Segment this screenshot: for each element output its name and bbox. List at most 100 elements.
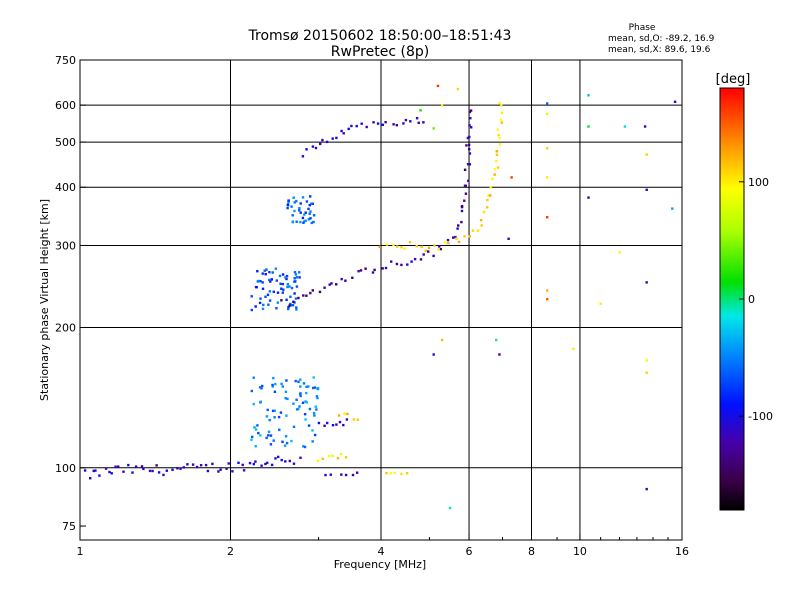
echo-point	[302, 294, 305, 297]
echo-point	[297, 407, 300, 411]
echo-point	[364, 267, 367, 270]
echo-point	[482, 210, 486, 214]
echo-point	[546, 102, 549, 105]
echo-point	[308, 212, 311, 215]
phase-stats-o: mean, sd,O: -89.2, 16.9	[608, 34, 715, 44]
echo-point	[438, 245, 441, 248]
echo-point	[432, 254, 435, 258]
echo-point	[310, 221, 313, 225]
echo-point	[360, 122, 363, 125]
echo-point	[305, 385, 308, 388]
echo-point	[273, 416, 276, 419]
echo-point	[347, 127, 350, 131]
echo-point	[489, 194, 492, 197]
echo-point	[572, 347, 575, 350]
echo-point	[309, 195, 312, 198]
echo-point	[252, 376, 255, 379]
echo-point	[299, 378, 302, 381]
echo-point	[299, 456, 302, 459]
echo-point	[314, 405, 317, 408]
echo-point	[94, 469, 97, 472]
echo-point	[254, 428, 258, 431]
echo-point	[645, 371, 648, 374]
echo-point	[463, 235, 466, 238]
echo-point	[376, 122, 380, 125]
echo-point	[284, 390, 288, 393]
echo-point	[440, 338, 444, 342]
echo-point	[134, 465, 138, 468]
echo-point	[290, 286, 294, 290]
echo-point	[486, 206, 489, 209]
echo-point	[261, 287, 265, 290]
echo-point	[498, 353, 501, 356]
echo-point	[329, 473, 332, 476]
echo-point	[302, 221, 305, 224]
echo-point	[278, 274, 282, 278]
echo-point	[142, 467, 145, 471]
echo-point	[440, 104, 444, 107]
echo-point	[495, 153, 499, 156]
echo-point	[307, 385, 310, 388]
echo-point	[287, 201, 290, 204]
echo-point	[262, 303, 265, 307]
echo-point	[507, 237, 510, 240]
echo-point	[498, 102, 501, 105]
echo-point	[546, 289, 549, 292]
echo-point	[350, 124, 353, 128]
echo-point	[271, 409, 275, 413]
echo-point	[378, 245, 381, 248]
echo-point	[257, 431, 260, 435]
echo-point	[340, 129, 343, 133]
echo-point	[470, 126, 473, 129]
colorbar-ticks: 100 0 -100	[739, 176, 773, 423]
echo-point	[83, 469, 87, 472]
echo-point	[308, 407, 312, 411]
echo-point	[323, 424, 326, 427]
echo-point	[293, 277, 296, 280]
echo-point	[303, 445, 307, 449]
echo-point	[452, 236, 455, 239]
echo-point	[278, 428, 281, 431]
echo-point	[304, 211, 307, 214]
echo-point	[305, 401, 309, 404]
echo-point	[335, 136, 338, 140]
echo-point	[352, 418, 356, 421]
echo-point	[266, 293, 270, 296]
echo-point	[479, 219, 483, 222]
echo-point	[269, 443, 273, 446]
echo-point	[274, 457, 277, 460]
echo-point	[293, 201, 296, 204]
echo-point	[312, 376, 315, 379]
x-tick-label: 2	[227, 545, 234, 558]
echo-point	[344, 473, 348, 477]
echo-point	[385, 471, 388, 475]
echo-point	[500, 111, 503, 114]
echo-point	[250, 308, 253, 312]
echo-point	[446, 242, 450, 245]
echo-point	[427, 246, 431, 250]
x-tick-label: 8	[528, 545, 535, 558]
echo-point	[546, 176, 549, 179]
echo-point	[294, 273, 298, 276]
data-points	[80, 84, 677, 510]
echo-point	[266, 408, 269, 412]
echo-point	[283, 444, 287, 447]
echo-point	[466, 136, 470, 140]
echo-point	[298, 209, 301, 212]
echo-point	[495, 159, 498, 163]
echo-point	[645, 487, 648, 491]
echo-point	[309, 217, 312, 220]
echo-point	[288, 304, 291, 307]
y-axis: 75 100 200 300 400 500 600 750	[55, 54, 86, 533]
echo-point	[267, 303, 270, 306]
echo-point	[285, 274, 289, 278]
echo-point	[365, 125, 368, 129]
echo-point	[191, 463, 195, 466]
echo-point	[463, 199, 466, 202]
echo-point	[285, 414, 288, 417]
y-tick-label: 400	[55, 181, 76, 194]
echo-point	[288, 459, 291, 463]
chart-subtitle: RwPretec (8p)	[331, 44, 429, 60]
echo-point	[469, 109, 473, 112]
